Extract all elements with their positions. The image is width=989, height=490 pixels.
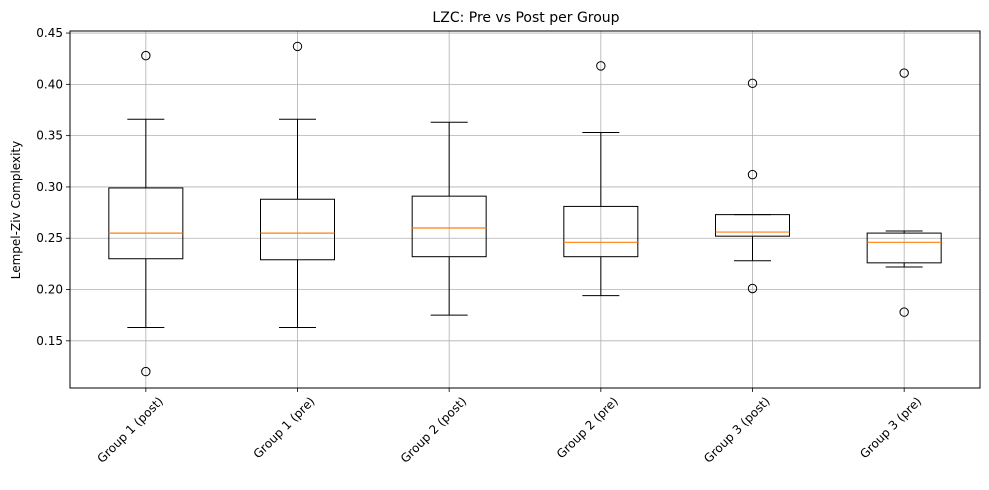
- outlier-point: [747, 283, 758, 294]
- boxes: [108, 41, 942, 377]
- box-group: [715, 78, 790, 294]
- box-group: [108, 50, 184, 377]
- y-tick-label: 0.40: [36, 77, 63, 91]
- chart-title: LZC: Pre vs Post per Group: [432, 10, 619, 26]
- y-tick-label: 0.35: [36, 129, 63, 143]
- outlier-point: [292, 41, 303, 52]
- outlier-point: [747, 78, 758, 89]
- iqr-box: [563, 205, 639, 258]
- y-tick-label: 0.15: [36, 334, 63, 348]
- box-group: [411, 121, 487, 316]
- iqr-box: [108, 187, 184, 260]
- box-group: [260, 41, 335, 328]
- outlier-point: [596, 61, 606, 71]
- iqr-box: [260, 198, 335, 261]
- box-group: [563, 61, 639, 297]
- y-tick-label: 0.25: [36, 231, 63, 245]
- outlier-point: [141, 50, 151, 61]
- y-tick-label: 0.30: [36, 180, 63, 194]
- plot-frame: [69, 30, 981, 389]
- iqr-box: [411, 195, 487, 258]
- y-axis-label: Lempel-Ziv Complexity: [9, 141, 23, 279]
- y-tick-label: 0.45: [36, 26, 63, 40]
- outlier-point: [899, 307, 909, 317]
- outlier-point: [747, 169, 758, 180]
- outlier-point: [141, 366, 151, 377]
- y-tick-label: 0.20: [36, 283, 63, 297]
- outlier-point: [899, 68, 909, 78]
- iqr-box: [866, 232, 942, 264]
- iqr-box: [715, 214, 790, 237]
- box-group: [866, 68, 942, 317]
- grid-lines: [70, 31, 980, 388]
